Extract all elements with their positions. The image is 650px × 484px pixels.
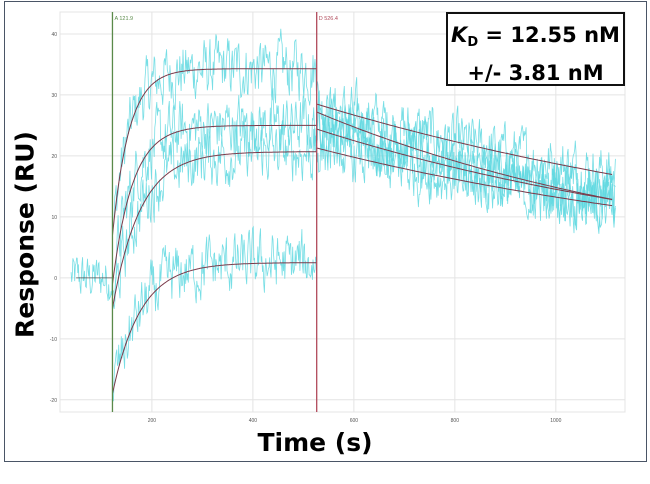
plot-area (59, 11, 626, 413)
y-tick-label: 0 (54, 276, 57, 282)
dissociation-fit-curve (316, 111, 613, 200)
dissociation-fit-curve (316, 147, 613, 207)
dissociation-data-trace (316, 77, 616, 209)
association-marker-label: A 121.9 (114, 16, 133, 22)
fit-curves (112, 68, 613, 394)
y-axis-title: Response (RU) (10, 131, 40, 338)
x-tick-label: 200 (148, 418, 157, 424)
dissociation-fit-curve (316, 128, 613, 200)
y-tick-label: 40 (51, 32, 57, 38)
association-data-trace (113, 225, 317, 402)
y-tick-label: 10 (51, 215, 57, 221)
kd-value: = 12.55 nM (478, 23, 620, 47)
kd-line: KD = 12.55 nM (448, 20, 623, 58)
x-tick-label: 400 (249, 418, 258, 424)
association-fit-curve (112, 124, 317, 285)
association-data-trace (113, 88, 317, 302)
y-tick-label: 30 (51, 93, 57, 99)
association-fit-curve (112, 68, 317, 236)
kd-annotation-box: KD = 12.55 nM +/- 3.81 nM (446, 12, 625, 86)
kd-error: +/- 3.81 nM (467, 61, 604, 85)
association-data-trace (113, 28, 317, 227)
x-axis-title: Time (s) (257, 428, 373, 457)
dissociation-fit-curve (316, 103, 613, 175)
association-fit-curve (112, 262, 317, 394)
dissociation-data-trace (316, 114, 616, 234)
kd-symbol: K (451, 23, 468, 47)
baseline-data-trace (70, 257, 113, 301)
x-tick-label: 1000 (550, 418, 561, 424)
x-tick-label: 600 (350, 418, 359, 424)
y-tick-label: -20 (50, 398, 57, 404)
association-data-trace (113, 120, 317, 310)
dissociation-marker-label: D 526.4 (319, 16, 338, 22)
y-tick-label: -10 (50, 337, 57, 343)
association-fit-curve (112, 151, 317, 309)
x-tick-label: 800 (451, 418, 460, 424)
y-tick-label: 20 (51, 154, 57, 160)
kd-subscript: D (467, 35, 479, 50)
